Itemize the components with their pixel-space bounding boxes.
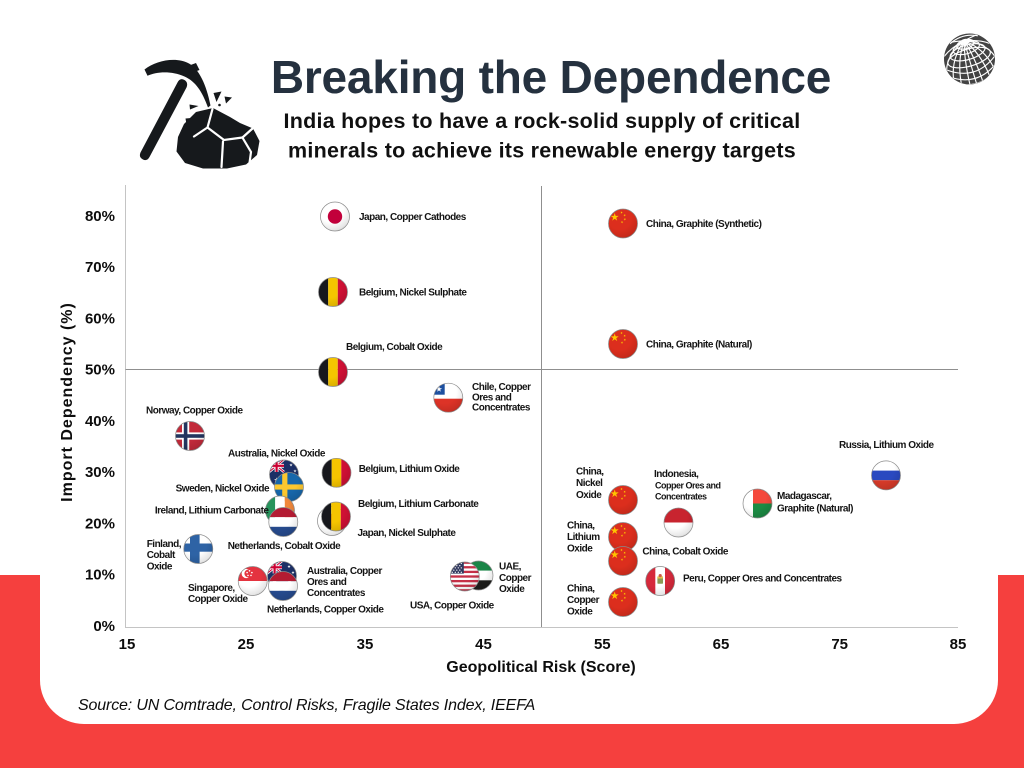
svg-text:Nickel: Nickel [576, 478, 603, 489]
svg-text:40%: 40% [85, 413, 115, 430]
svg-text:India hopes to have a rock-sol: India hopes to have a rock-solid supply … [284, 109, 801, 133]
svg-text:UAE,: UAE, [499, 562, 522, 573]
svg-text:15: 15 [119, 636, 136, 653]
svg-text:Concentrates: Concentrates [472, 403, 531, 414]
svg-text:Oxide: Oxide [576, 490, 602, 501]
svg-text:Ores and: Ores and [472, 392, 512, 403]
svg-text:Belgium, Nickel Sulphate: Belgium, Nickel Sulphate [359, 288, 467, 299]
svg-text:Chile, Copper: Chile, Copper [472, 382, 531, 393]
svg-text:Indonesia,: Indonesia, [654, 469, 699, 480]
svg-text:35: 35 [357, 636, 374, 653]
svg-text:USA, Copper Oxide: USA, Copper Oxide [410, 600, 495, 611]
svg-text:China, Graphite (Natural): China, Graphite (Natural) [646, 340, 752, 351]
svg-text:Oxide: Oxide [499, 584, 525, 595]
svg-text:50%: 50% [85, 362, 115, 379]
svg-text:30%: 30% [85, 464, 115, 481]
svg-text:Oxide: Oxide [567, 544, 593, 555]
svg-text:China,: China, [576, 467, 604, 478]
svg-text:Madagascar,: Madagascar, [777, 491, 832, 502]
svg-text:Copper Ores and: Copper Ores and [655, 480, 721, 490]
svg-text:Belgium, Lithium Carbonate: Belgium, Lithium Carbonate [358, 499, 479, 510]
svg-text:60%: 60% [85, 310, 115, 327]
svg-text:Graphite (Natural): Graphite (Natural) [777, 503, 853, 514]
svg-text:Ireland, Lithium Carbonate: Ireland, Lithium Carbonate [155, 506, 270, 517]
svg-text:Singapore,: Singapore, [188, 583, 235, 594]
svg-text:Norway, Copper Oxide: Norway, Copper Oxide [146, 406, 243, 417]
svg-text:Cobalt: Cobalt [147, 550, 176, 561]
svg-text:Oxide: Oxide [147, 561, 173, 572]
svg-text:Peru, Copper Ores and Concentr: Peru, Copper Ores and Concentrates [683, 573, 843, 584]
svg-text:85: 85 [950, 636, 967, 653]
svg-text:China,: China, [567, 520, 595, 531]
svg-text:Ores and: Ores and [307, 577, 347, 588]
svg-text:China,: China, [567, 583, 595, 594]
svg-text:Lithium: Lithium [567, 532, 600, 543]
svg-text:Import Dependency (%): Import Dependency (%) [59, 302, 76, 502]
svg-text:25: 25 [238, 636, 255, 653]
svg-text:Oxide: Oxide [567, 607, 593, 618]
svg-text:Netherlands, Copper Oxide: Netherlands, Copper Oxide [267, 604, 384, 615]
svg-text:70%: 70% [85, 259, 115, 276]
svg-text:Belgium, Lithium Oxide: Belgium, Lithium Oxide [359, 464, 461, 475]
svg-text:China, Graphite (Synthetic): China, Graphite (Synthetic) [646, 219, 762, 230]
svg-text:minerals to achieve its renewa: minerals to achieve its renewable energy… [288, 139, 796, 163]
svg-text:Geopolitical Risk (Score): Geopolitical Risk (Score) [446, 659, 635, 676]
svg-text:80%: 80% [85, 208, 115, 225]
svg-text:Breaking the Dependence: Breaking the Dependence [271, 51, 831, 103]
svg-text:Copper: Copper [567, 595, 600, 606]
svg-text:0%: 0% [93, 618, 115, 635]
svg-text:Australia, Copper: Australia, Copper [307, 566, 382, 577]
svg-text:Australia, Nickel Oxide: Australia, Nickel Oxide [228, 449, 326, 460]
svg-text:Concentrates: Concentrates [307, 588, 366, 599]
svg-text:Netherlands, Cobalt Oxide: Netherlands, Cobalt Oxide [228, 541, 341, 552]
svg-text:Source: UN Comtrade, Control R: Source: UN Comtrade, Control Risks, Frag… [78, 697, 535, 714]
svg-text:Copper: Copper [499, 573, 532, 584]
svg-text:Concentrates: Concentrates [655, 491, 707, 501]
svg-text:Russia, Lithium Oxide: Russia, Lithium Oxide [839, 440, 934, 451]
svg-text:Japan, Nickel Sulphate: Japan, Nickel Sulphate [358, 528, 457, 539]
svg-text:Sweden, Nickel Oxide: Sweden, Nickel Oxide [176, 484, 270, 495]
svg-text:20%: 20% [85, 515, 115, 532]
svg-text:65: 65 [713, 636, 730, 653]
svg-text:10%: 10% [85, 567, 115, 584]
svg-text:China, Cobalt Oxide: China, Cobalt Oxide [642, 546, 728, 557]
svg-text:Finland,: Finland, [147, 539, 182, 550]
svg-text:45: 45 [475, 636, 492, 653]
svg-text:Japan, Copper Cathodes: Japan, Copper Cathodes [359, 212, 467, 223]
svg-text:Belgium, Cobalt Oxide: Belgium, Cobalt Oxide [346, 342, 443, 353]
svg-text:55: 55 [594, 636, 611, 653]
svg-text:Copper Oxide: Copper Oxide [188, 594, 249, 605]
svg-text:75: 75 [831, 636, 848, 653]
